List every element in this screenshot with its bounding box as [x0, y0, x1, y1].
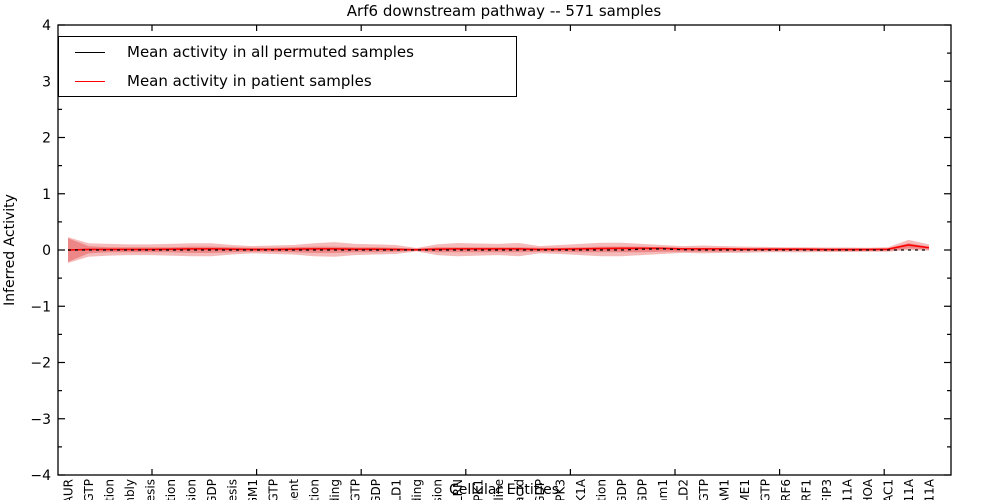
y-tick-label: 4	[42, 18, 51, 34]
x-category-label: liver development	[287, 479, 301, 500]
series-layer	[67, 244, 930, 251]
x-category-label: ARF6/GTP/RAB11FIP3/RAB11A	[902, 478, 916, 500]
y-tick-label: −3	[30, 412, 51, 428]
chart-title: Arf6 downstream pathway -- 571 samples	[347, 2, 662, 20]
x-category-label: regulation of calcium-dependent cell-cel…	[185, 479, 199, 500]
x-category-label: Rac1/GTP	[82, 479, 96, 500]
x-category-label: PLAUR	[62, 479, 76, 500]
x-category-label: ARF1	[800, 479, 814, 500]
y-tick-label: −1	[30, 299, 51, 315]
patient-band-outer	[68, 237, 929, 263]
x-category-label: mol:GDP	[205, 479, 219, 500]
y-tick-labels: 4 3 2 1 0 −1 −2 −3 −4	[30, 18, 51, 484]
legend-entry-permuted: Mean activity in all permuted samples	[59, 38, 516, 66]
x-category-label: lamellipodium assembly	[123, 479, 137, 500]
x-category-label: RhoA/GDP	[615, 479, 629, 500]
x-category-label: mol:Phosphatidic acid	[513, 479, 527, 500]
legend: Mean activity in all permuted samples Me…	[58, 36, 517, 97]
y-tick-label: 1	[42, 187, 51, 203]
patient-mean-line	[67, 244, 930, 251]
y-tick-label: −2	[30, 356, 51, 372]
x-category-label: RAB11FIP3/RAB11A	[923, 478, 937, 500]
x-category-label: TIAM1	[718, 479, 732, 500]
x-category-label: PIP5K1A	[574, 478, 588, 500]
y-tick-label: −4	[30, 468, 51, 484]
legend-line-patient-icon	[75, 80, 105, 82]
y-tick-label: 3	[42, 74, 51, 90]
x-category-label: NME1	[738, 479, 752, 500]
x-category-label: regulation of axonogenesis	[226, 479, 240, 500]
x-category-label: KALRN	[451, 479, 465, 500]
x-category-label: actin filament bundle formation	[164, 479, 178, 500]
x-category-label: ARF6/GDP	[369, 479, 383, 500]
x-category-label: regulation of epithelial cell migration	[308, 479, 322, 500]
legend-label-permuted: Mean activity in all permuted samples	[127, 43, 414, 61]
x-category-label: ARF6	[779, 479, 793, 500]
x-category-label: substrate adhesion-dependent cell spread…	[328, 479, 342, 500]
y-axis-label: Inferred Activity	[2, 194, 18, 306]
x-category-label: RAB11A	[841, 478, 855, 500]
x-category-label: ARF6/GTP/NME1/Tiam1	[656, 479, 670, 500]
x-category-label: ARF1/GDP	[533, 479, 547, 500]
x-category-label: RAB11FIP3	[820, 479, 834, 500]
x-category-label: mol:Choline	[492, 479, 506, 500]
legend-label-patient: Mean activity in patient samples	[127, 72, 372, 90]
x-category-label: MAPK3	[554, 479, 568, 500]
legend-entry-patient: Mean activity in patient samples	[59, 67, 516, 95]
x-category-label: RAC1	[882, 479, 896, 500]
band-layer	[68, 237, 929, 263]
x-category-labels: PLAUR Rac1/GTP cortical actin cytoskeleton…	[62, 478, 937, 500]
y-tick-label: 2	[42, 131, 51, 147]
x-category-label: PLD2	[677, 479, 691, 500]
y-tick-label: 0	[42, 243, 51, 259]
x-category-label: cortical actin cytoskeleton organization	[103, 479, 117, 500]
x-category-label: mol:GM1	[246, 479, 260, 500]
x-category-label: ruffle organization	[595, 479, 609, 500]
x-category-label: ARF1/GTP	[697, 479, 711, 500]
x-category-label: RHOA	[861, 478, 875, 500]
x-category-label: mol:GTP	[267, 479, 281, 500]
x-axis-label: Cellular Entities	[449, 482, 559, 498]
legend-line-permuted-icon	[75, 51, 105, 53]
x-category-label: myoblast fusion	[431, 479, 445, 500]
x-category-label: RhoA/GTP	[759, 479, 773, 500]
x-category-label: tube morphogenesis	[144, 479, 158, 500]
x-category-label: MAPK1	[472, 479, 486, 500]
x-category-label: PLD1	[390, 479, 404, 500]
x-category-label: ARF6/GTP	[349, 479, 363, 500]
patient-band-inner	[68, 238, 929, 262]
x-category-label: fibronectin binding	[410, 479, 424, 500]
x-category-label: Rac1/GDP	[636, 479, 650, 500]
